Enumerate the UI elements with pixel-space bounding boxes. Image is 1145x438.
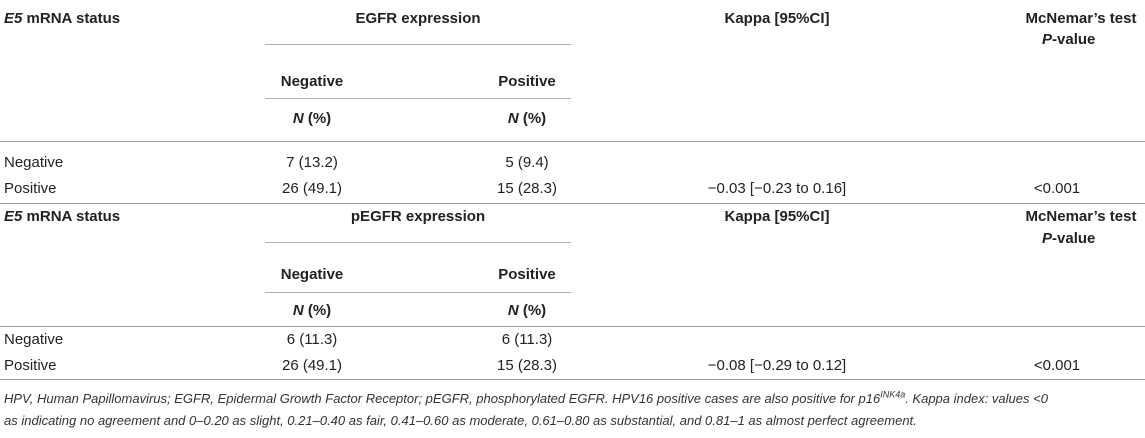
- mcnemar-pvalue-header: P-value: [1042, 230, 1096, 247]
- row-label: Positive: [4, 357, 57, 374]
- col-negative-header: Negative: [280, 266, 344, 283]
- mcnemar-pvalue-header: P-value: [1042, 31, 1096, 48]
- section-divider: [0, 203, 1145, 204]
- cell-positive: 5 (9.4): [505, 154, 549, 171]
- n-percent-negative: N (%): [292, 110, 332, 127]
- cell-pvalue: <0.001: [1033, 357, 1081, 374]
- row-label: Negative: [4, 331, 64, 348]
- cell-negative: 7 (13.2): [286, 154, 338, 171]
- group-underline: [265, 44, 571, 45]
- mcnemar-header: McNemar’s test: [1025, 208, 1137, 225]
- status-header: E5 mRNA status: [4, 208, 121, 225]
- cell-kappa: −0.08 [−0.29 to 0.12]: [707, 357, 847, 374]
- cell-negative: 26 (49.1): [281, 357, 343, 374]
- group-header: EGFR expression: [355, 10, 481, 27]
- n-percent-negative: N (%): [292, 302, 332, 319]
- footnote-line-1: HPV, Human Papillomavirus; EGFR, Epiderm…: [4, 389, 1048, 406]
- col-negative-header: Negative: [280, 73, 344, 90]
- kappa-header: Kappa [95%CI]: [724, 208, 830, 225]
- row-label: Positive: [4, 180, 57, 197]
- cell-negative: 26 (49.1): [281, 180, 343, 197]
- table-bottom-divider: [0, 379, 1145, 380]
- row-label: Negative: [4, 154, 64, 171]
- cell-positive: 6 (11.3): [501, 331, 553, 348]
- header-divider: [0, 141, 1145, 142]
- status-header: E5 mRNA status: [4, 10, 121, 27]
- n-percent-positive: N (%): [507, 302, 547, 319]
- footnote-line-2: as indicating no agreement and 0–0.20 as…: [4, 413, 917, 428]
- cell-kappa: −0.03 [−0.23 to 0.16]: [707, 180, 847, 197]
- kappa-header: Kappa [95%CI]: [724, 10, 830, 27]
- col-positive-header: Positive: [498, 73, 556, 90]
- subheader-underline: [265, 98, 571, 99]
- n-percent-positive: N (%): [507, 110, 547, 127]
- header-divider: [0, 326, 1145, 327]
- cell-positive: 15 (28.3): [496, 357, 558, 374]
- cell-pvalue: <0.001: [1033, 180, 1081, 197]
- group-underline: [265, 242, 571, 243]
- table-footnote: HPV, Human Papillomavirus; EGFR, Epiderm…: [4, 388, 1139, 432]
- group-header: pEGFR expression: [350, 208, 486, 225]
- subheader-underline: [265, 292, 571, 293]
- col-positive-header: Positive: [498, 266, 556, 283]
- mcnemar-header: McNemar’s test: [1025, 10, 1137, 27]
- cell-positive: 15 (28.3): [496, 180, 558, 197]
- cell-negative: 6 (11.3): [286, 331, 338, 348]
